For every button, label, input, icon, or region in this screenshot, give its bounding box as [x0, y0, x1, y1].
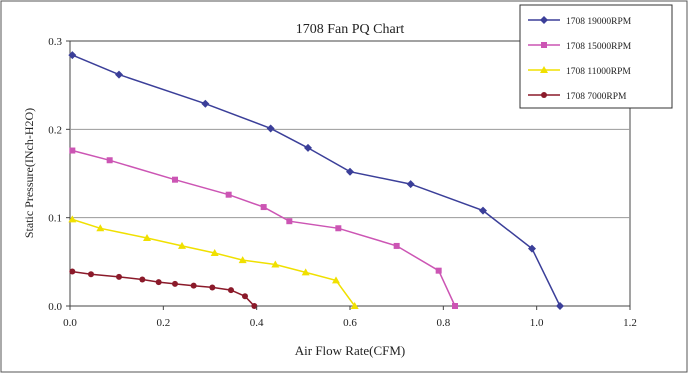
x-tick-label: 1.2 — [623, 317, 637, 329]
data-point — [350, 302, 359, 309]
legend-swatch-marker — [540, 16, 548, 24]
series-1 — [68, 51, 564, 310]
legend-label: 1708 19000RPM — [566, 17, 632, 27]
data-point — [271, 260, 280, 268]
y-axis-label: Static Pressure(INch-H2O) — [22, 108, 36, 238]
data-point — [242, 293, 248, 300]
series-2 — [69, 147, 458, 309]
data-point — [238, 256, 247, 264]
series-4 — [69, 268, 258, 309]
data-point — [115, 70, 123, 79]
data-point — [335, 225, 342, 232]
data-point — [68, 215, 77, 223]
data-point — [528, 244, 536, 253]
x-tick-label: 0.4 — [250, 317, 264, 329]
data-point — [266, 124, 275, 133]
data-point — [346, 167, 354, 176]
data-point — [139, 276, 146, 283]
legend-label: 1708 11000RPM — [566, 67, 631, 77]
y-tick-label: 0.1 — [48, 213, 62, 225]
data-point — [143, 233, 151, 241]
data-point — [210, 249, 219, 256]
data-point — [172, 176, 178, 183]
data-point — [260, 204, 267, 211]
legend-entry: 1708 7000RPM — [528, 92, 627, 102]
data-point — [435, 267, 442, 274]
data-point — [301, 268, 310, 276]
x-tick-label: 0.6 — [343, 317, 357, 329]
chart-title: 1708 Fan PQ Chart — [296, 22, 405, 37]
legend: 1708 19000RPM 1708 15000RPM 1708 11000RPM 1… — [519, 4, 673, 109]
y-tick-label: 0.0 — [48, 301, 62, 313]
data-point — [209, 284, 216, 291]
legend-swatch-marker — [541, 92, 547, 98]
data-point — [106, 157, 113, 164]
data-point — [201, 99, 210, 108]
legend-entry: 1708 11000RPM — [528, 66, 631, 77]
y-axis: 0.0 0.1 0.2 0.3 — [48, 36, 70, 313]
data-point — [190, 282, 197, 289]
legend-entry: 1708 15000RPM — [528, 42, 632, 52]
data-point — [556, 302, 564, 310]
y-tick-label: 0.3 — [48, 36, 62, 48]
legend-label: 1708 7000RPM — [566, 92, 627, 102]
data-point — [172, 280, 178, 287]
y-tick-label: 0.2 — [48, 124, 62, 136]
series-group — [68, 51, 564, 310]
legend-swatch-marker — [541, 42, 547, 48]
series-line — [72, 218, 356, 307]
legend-swatch-marker — [540, 66, 548, 73]
x-tick-label: 0.0 — [63, 317, 77, 329]
data-point — [69, 147, 76, 154]
x-tick-label: 0.2 — [156, 317, 170, 329]
data-point — [452, 303, 458, 309]
data-point — [155, 279, 162, 286]
series-3 — [68, 215, 359, 309]
x-tick-label: 0.8 — [436, 317, 450, 329]
data-point — [332, 276, 340, 284]
data-point — [286, 218, 293, 225]
grid-lines — [70, 128, 630, 219]
data-point — [68, 51, 77, 60]
data-point — [304, 143, 312, 152]
x-axis: 0.0 0.2 0.4 0.6 0.8 1.0 1.2 — [63, 306, 637, 329]
legend-entry: 1708 19000RPM — [528, 16, 632, 27]
data-point — [69, 268, 76, 275]
data-point — [479, 206, 487, 215]
data-point — [228, 287, 234, 294]
data-point — [251, 303, 258, 309]
series-line — [72, 54, 561, 307]
data-point — [225, 191, 232, 198]
data-point — [178, 241, 186, 249]
data-point — [88, 271, 94, 278]
data-point — [393, 242, 400, 249]
data-point — [96, 224, 105, 232]
data-point — [116, 273, 122, 280]
series-line — [72, 149, 456, 307]
data-point — [406, 180, 415, 189]
x-axis-label: Air Flow Rate(CFM) — [295, 343, 406, 358]
x-tick-label: 1.0 — [530, 317, 544, 329]
legend-label: 1708 15000RPM — [566, 42, 632, 52]
